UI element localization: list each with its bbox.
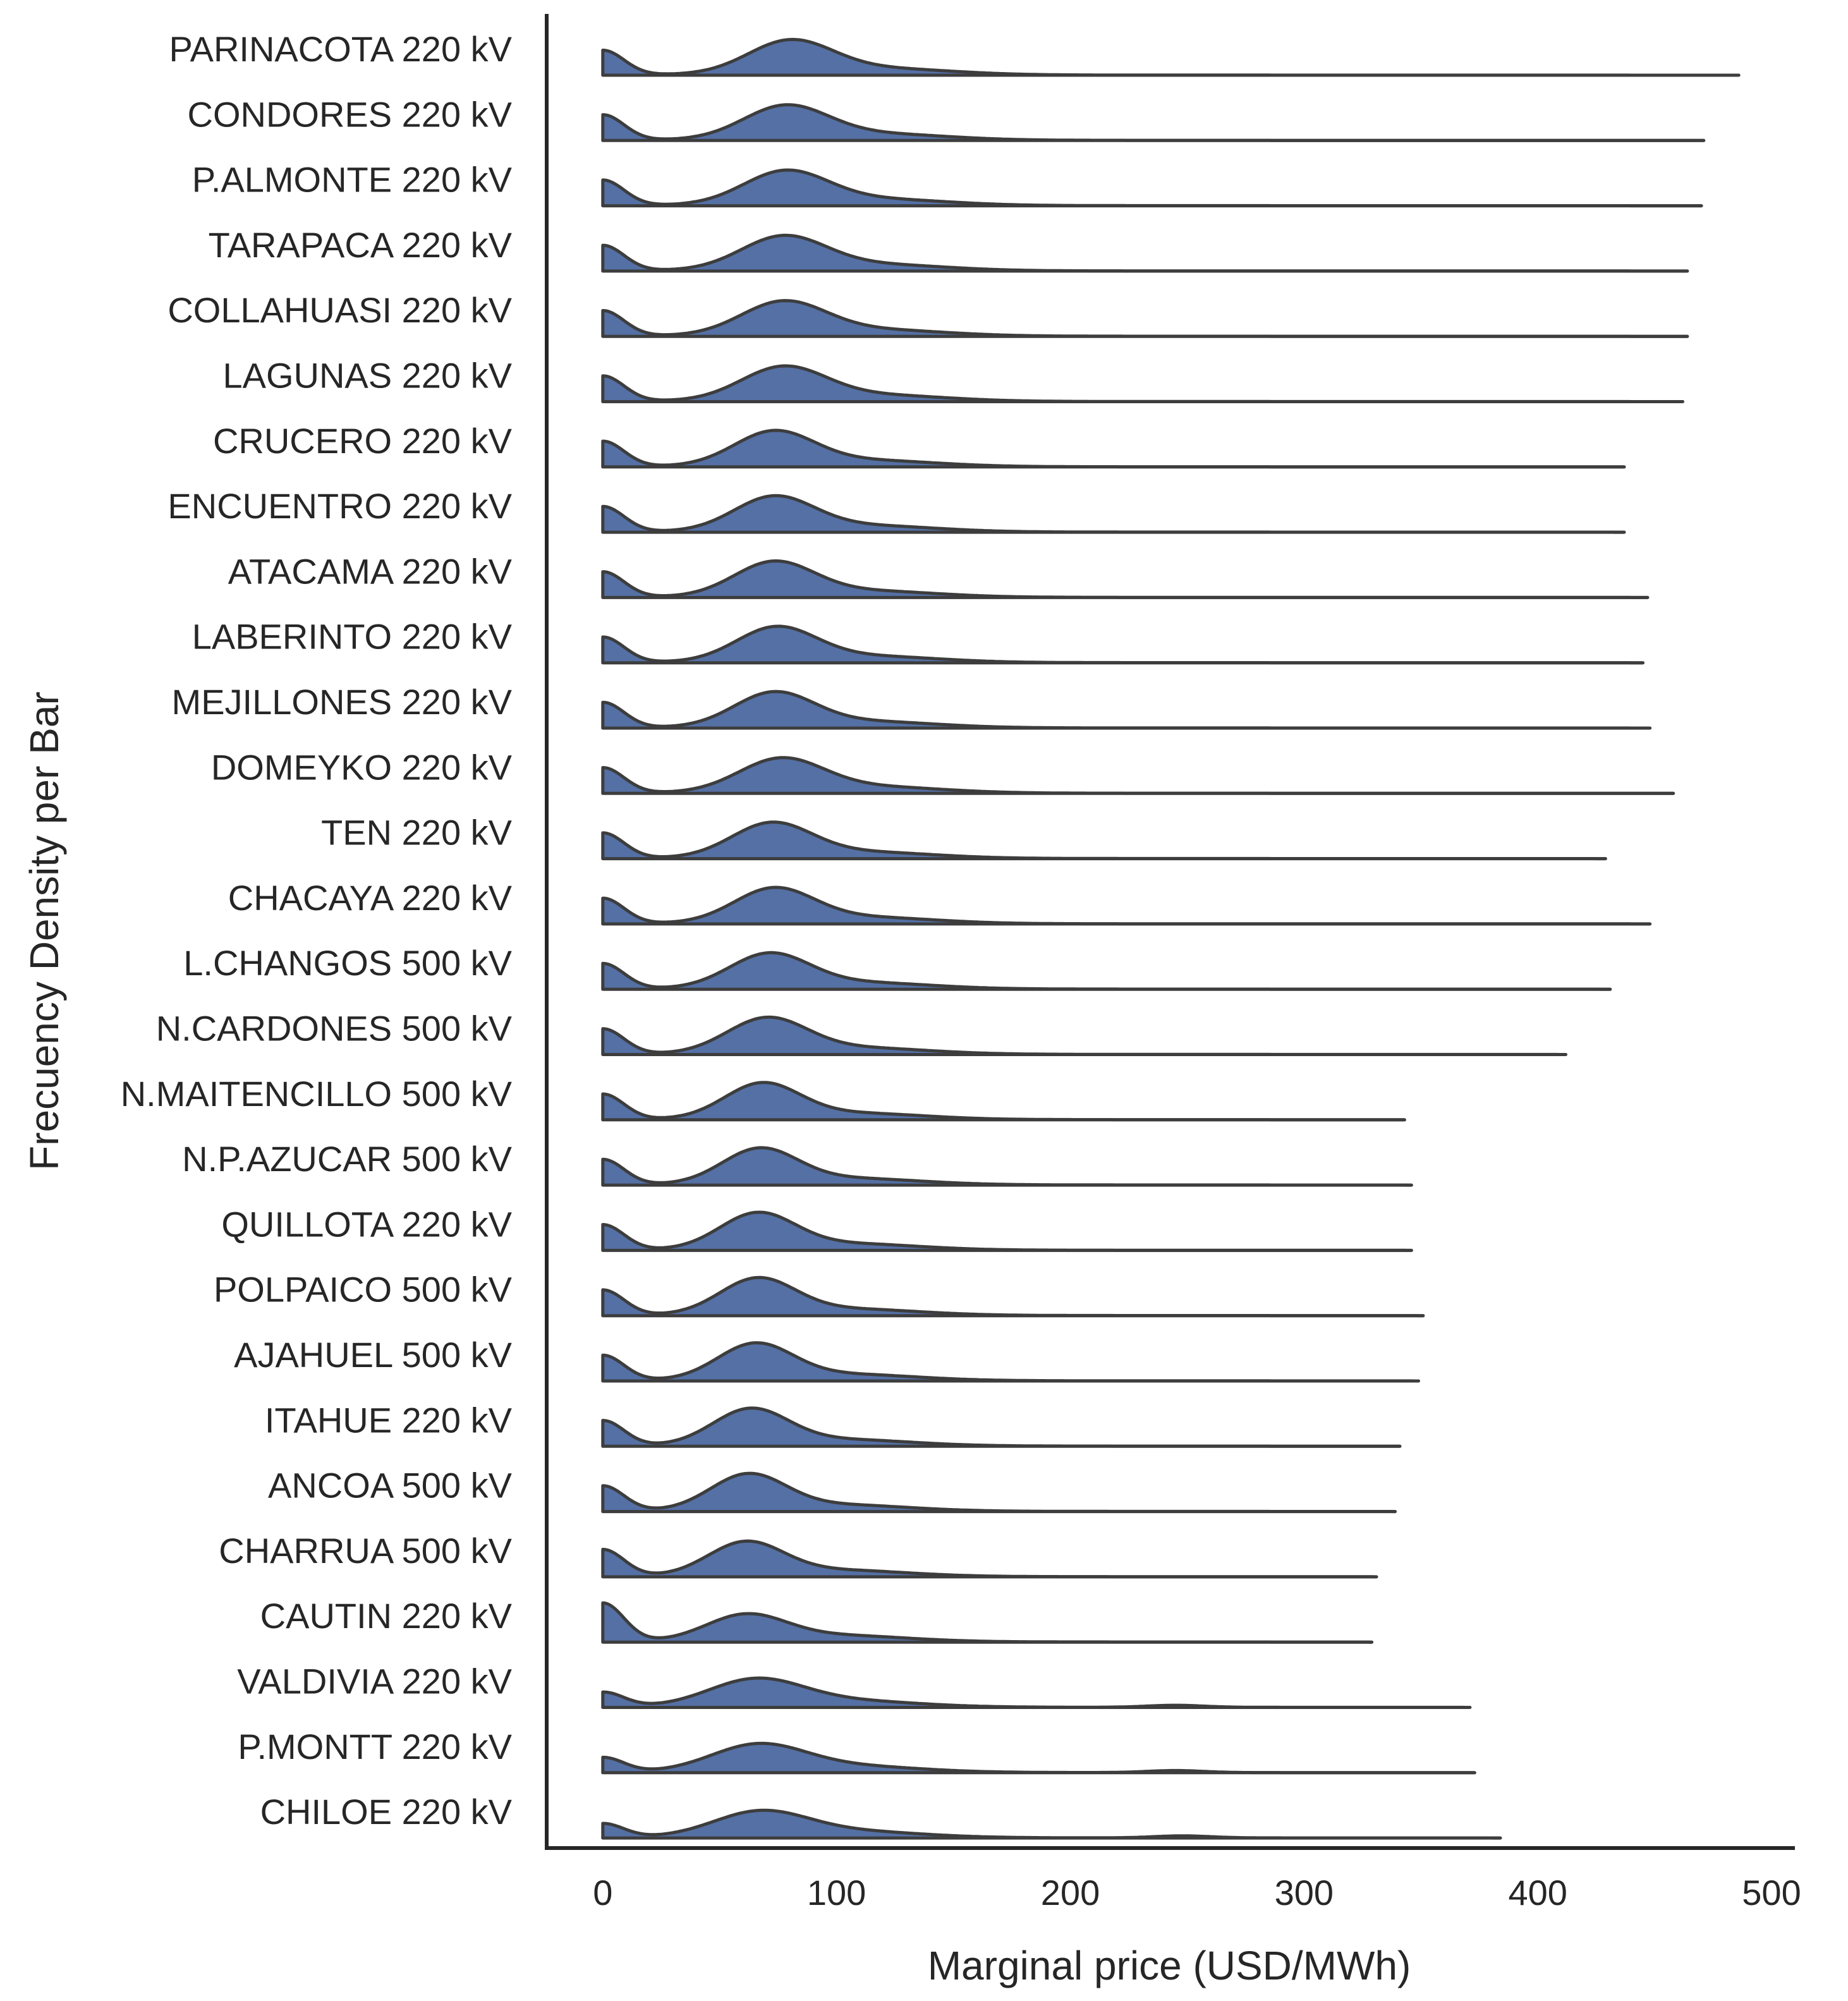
row-label: CHACAYA 220 kV xyxy=(228,878,513,918)
ridge-fill xyxy=(602,1541,1377,1577)
ridges-group xyxy=(601,37,1741,1840)
ridge-fill xyxy=(602,691,1650,728)
x-axis-title: Marginal price (USD/MWh) xyxy=(928,1943,1411,1988)
ridge-fill xyxy=(602,1603,1372,1643)
row-labels-group: PARINACOTA 220 kV CONDORES 220 kV P.ALMONT… xyxy=(121,29,513,1832)
ridge-fill xyxy=(602,1743,1475,1773)
row-label: PARINACOTA 220 kV xyxy=(169,29,512,69)
row-label: ATACAMA 220 kV xyxy=(228,551,513,591)
row-label: P.MONTT 220 kV xyxy=(238,1727,512,1767)
row-label: P.ALMONTE 220 kV xyxy=(192,160,513,200)
ridge-fill xyxy=(602,757,1674,794)
row-label: CRUCERO 220 kV xyxy=(213,421,513,461)
x-tick-label: 100 xyxy=(807,1873,866,1913)
row-label: ANCOA 500 kV xyxy=(268,1466,513,1505)
row-label: LAGUNAS 220 kV xyxy=(222,356,512,396)
ridge-fill xyxy=(602,39,1739,75)
row-label: N.CARDONES 500 kV xyxy=(156,1009,513,1049)
ridge-fill xyxy=(602,104,1704,141)
ridge-fill xyxy=(602,1810,1500,1839)
ridge-fill xyxy=(602,1473,1395,1512)
x-tick-label: 500 xyxy=(1742,1873,1801,1913)
row-label: CHARRUA 500 kV xyxy=(219,1531,512,1571)
row-label: POLPAICO 500 kV xyxy=(214,1270,513,1310)
ridge-fill xyxy=(602,1408,1400,1447)
x-tick-label: 200 xyxy=(1041,1873,1100,1913)
ridge-fill xyxy=(602,170,1702,206)
row-label: TEN 220 kV xyxy=(321,813,513,853)
row-label: ITAHUE 220 kV xyxy=(265,1400,513,1440)
x-tick-label: 400 xyxy=(1508,1873,1567,1913)
ridge-fill xyxy=(602,1147,1412,1186)
ridge-fill xyxy=(602,1212,1412,1251)
row-label: DOMEYKO 220 kV xyxy=(211,747,513,787)
row-label: TARAPACA 220 kV xyxy=(209,225,513,265)
row-label: CHILOE 220 kV xyxy=(260,1792,513,1832)
ridge-fill xyxy=(602,626,1643,663)
x-tick-label: 300 xyxy=(1275,1873,1334,1913)
ridge-fill xyxy=(602,1017,1566,1055)
row-label: ENCUENTRO 220 kV xyxy=(167,486,512,526)
row-label: CONDORES 220 kV xyxy=(188,94,513,134)
row-label: L.CHANGOS 500 kV xyxy=(183,943,512,983)
ridge-fill xyxy=(602,1678,1470,1708)
ridge-fill xyxy=(602,235,1687,271)
ridge-fill xyxy=(602,1277,1423,1316)
row-label: AJAHUEL 500 kV xyxy=(234,1335,513,1375)
ridge-fill xyxy=(602,952,1610,990)
row-label: COLLAHUASI 220 kV xyxy=(167,290,512,330)
row-label: VALDIVIA 220 kV xyxy=(237,1662,512,1701)
row-label: MEJILLONES 220 kV xyxy=(172,682,513,722)
row-label: CAUTIN 220 kV xyxy=(260,1596,513,1636)
row-label: QUILLOTA 220 kV xyxy=(221,1204,512,1244)
ridge-fill xyxy=(602,887,1650,924)
row-label: N.MAITENCILLO 500 kV xyxy=(121,1074,513,1114)
row-label: N.P.AZUCAR 500 kV xyxy=(182,1139,512,1179)
ridge-fill xyxy=(602,1342,1419,1381)
row-label: LABERINTO 220 kV xyxy=(192,617,513,657)
ridge-fill xyxy=(602,300,1687,337)
y-axis-title: Frecuency Density per Bar xyxy=(21,691,67,1171)
x-ticks-group: 0 100 200 300 400 500 xyxy=(593,1873,1801,1913)
x-tick-label: 0 xyxy=(593,1873,612,1913)
ridge-fill xyxy=(602,1082,1405,1120)
ridge-fill xyxy=(602,561,1648,598)
